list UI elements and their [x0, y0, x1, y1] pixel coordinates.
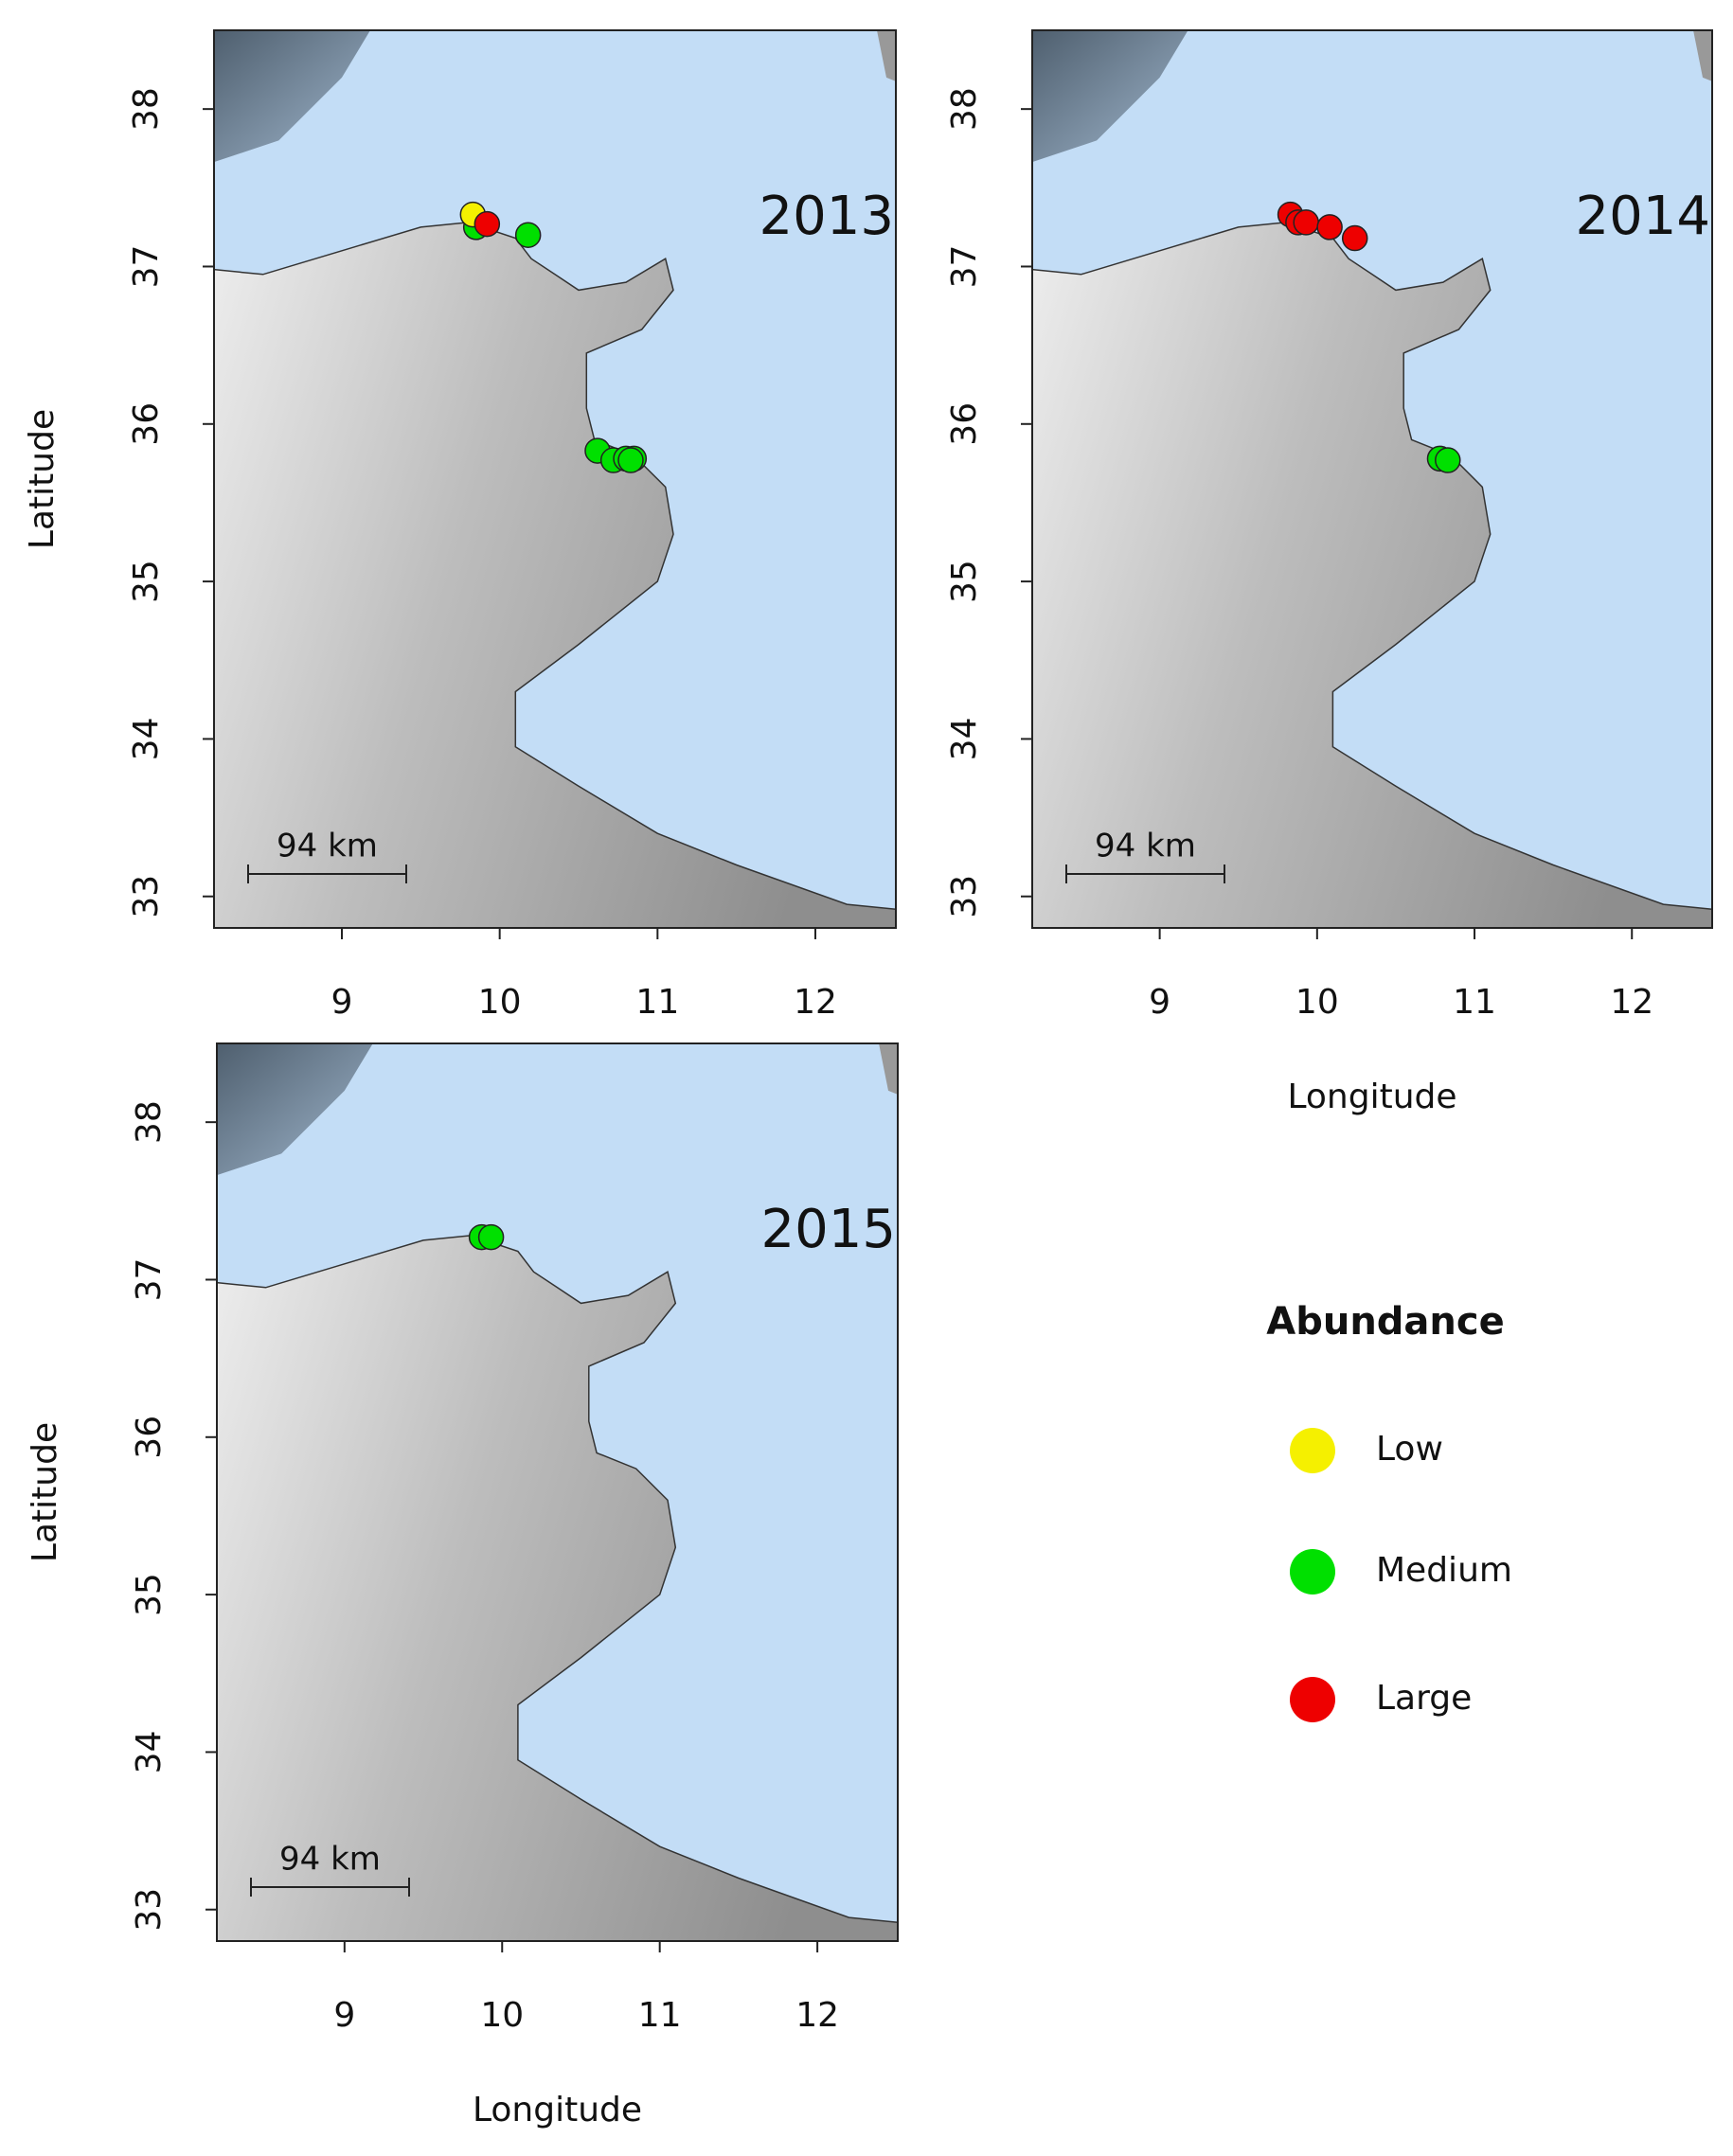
site-point	[1341, 224, 1368, 252]
legend-swatch	[1290, 1549, 1335, 1595]
y-tick-label: 37	[945, 245, 984, 289]
plot-frame	[216, 1042, 899, 1942]
panel-year: 2013	[759, 186, 894, 247]
y-tick-label: 35	[130, 1573, 169, 1616]
y-axis-label: Latitude	[26, 1422, 64, 1562]
map-panel: 9 10 11 12 33 34 35 36 37 38 Latitude 2013 94 km	[23, 29, 897, 1022]
x-tick-label: 11	[635, 983, 679, 1022]
y-tick-label: 36	[130, 1416, 169, 1459]
island	[876, 30, 896, 81]
deep-sea	[214, 30, 370, 163]
deep-sea	[1032, 30, 1188, 163]
deep-sea	[217, 1043, 373, 1176]
x-tick-label: 9	[1149, 983, 1170, 1022]
y-tick-label: 34	[127, 718, 166, 761]
site-point	[477, 1223, 505, 1251]
map-area	[217, 1043, 898, 1941]
x-tick-label: 12	[1610, 983, 1653, 1022]
y-tick-label: 36	[945, 402, 984, 446]
legend-label: Medium	[1376, 1551, 1512, 1590]
x-axis-label: Longitude	[1287, 1078, 1456, 1116]
y-axis-label: Latitude	[23, 409, 62, 549]
island	[879, 1043, 898, 1095]
y-tick-label: 38	[127, 87, 166, 131]
y-tick-label: 35	[945, 560, 984, 603]
x-tick-label: 9	[333, 1996, 355, 2035]
legend-title: Abundance	[1266, 1300, 1504, 1344]
site-point	[514, 222, 542, 248]
y-tick-label: 36	[127, 402, 166, 446]
y-tick-label: 35	[127, 560, 166, 603]
site-point	[1293, 209, 1319, 236]
y-tick-label: 38	[945, 87, 984, 131]
map-area	[214, 30, 896, 928]
panel-year: 2014	[1575, 186, 1710, 247]
y-tick-label: 34	[945, 718, 984, 761]
land	[217, 1235, 898, 1941]
legend-label: Large	[1376, 1679, 1472, 1718]
x-tick-label: 12	[795, 1996, 839, 2035]
y-tick-label: 34	[130, 1731, 169, 1774]
map-panel: 9 10 11 12 33 34 35 36 37 38 Longitude 2014 94 km	[945, 29, 1713, 1116]
scale-bar-label: 94 km	[277, 828, 378, 865]
island	[1693, 30, 1712, 81]
map-panel: 9 10 11 12 33 34 35 36 37 38 Longitude Latitude 2015…	[26, 1042, 899, 2129]
panel-year: 2015	[760, 1199, 896, 1260]
x-tick-label: 11	[638, 1996, 682, 2035]
plot-frame	[1031, 29, 1713, 929]
legend: Abundance Low Medium Large	[1266, 1300, 1512, 1722]
site-point	[1316, 214, 1343, 241]
plot-frame	[213, 29, 897, 929]
y-tick-label: 37	[127, 245, 166, 289]
scale-bar-label: 94 km	[279, 1841, 381, 1879]
x-tick-label: 11	[1453, 983, 1496, 1022]
y-tick-label: 38	[130, 1100, 169, 1144]
x-tick-label: 10	[478, 983, 522, 1022]
x-tick-label: 9	[331, 983, 353, 1022]
x-tick-label: 10	[1295, 983, 1339, 1022]
y-tick-label: 33	[130, 1888, 169, 1932]
site-point	[473, 210, 501, 238]
y-tick-label: 33	[127, 875, 166, 918]
y-tick-label: 37	[130, 1258, 169, 1302]
legend-swatch	[1290, 1677, 1335, 1722]
map-area	[1032, 30, 1712, 928]
scale-bar-label: 94 km	[1095, 828, 1196, 865]
legend-swatch	[1290, 1428, 1335, 1473]
x-tick-label: 12	[794, 983, 837, 1022]
x-tick-label: 10	[480, 1996, 524, 2035]
site-point	[1435, 447, 1461, 473]
x-axis-label: Longitude	[473, 2091, 642, 2129]
y-tick-label: 33	[945, 875, 984, 918]
site-point	[617, 447, 644, 473]
legend-label: Low	[1376, 1430, 1443, 1469]
